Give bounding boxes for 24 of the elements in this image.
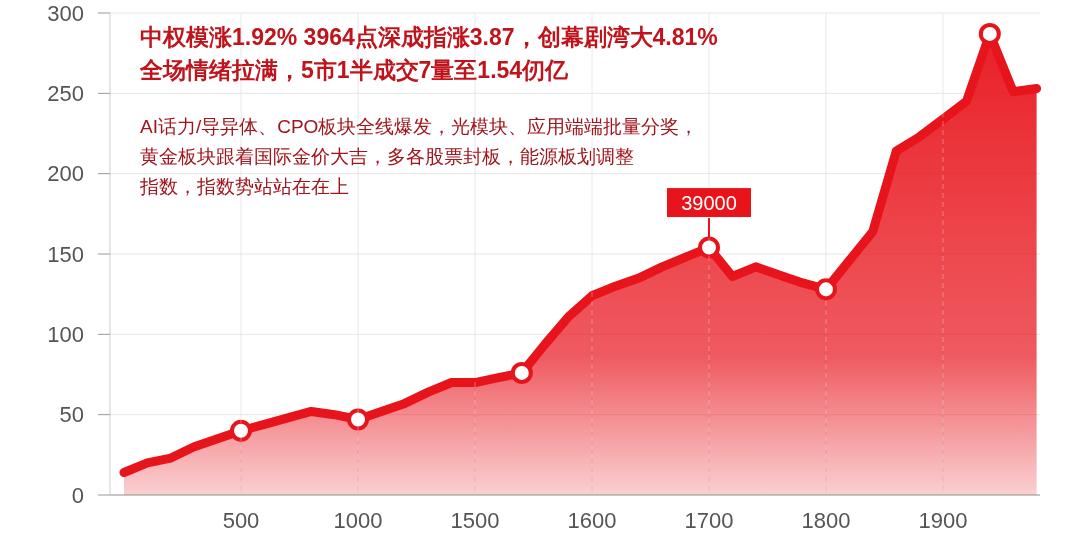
annotation: 39000 [681, 191, 737, 214]
y-tick-label: 250 [47, 81, 84, 107]
y-tick-label: 50 [59, 402, 84, 428]
y-tick-label: 300 [47, 0, 84, 26]
x-tick-label: 1000 [333, 508, 383, 533]
x-tick-label: 1600 [567, 508, 617, 533]
point [815, 278, 837, 301]
text: 中权模涨1.92% 3964点深成指涨3.87，创幕剧湾大4.81%全场情绪拉满，5市1半成交7量至1.54仞亿 [139, 24, 718, 83]
point [978, 22, 1001, 45]
point [698, 236, 720, 259]
y-tick-label: 150 [47, 241, 84, 267]
point [510, 361, 533, 384]
x-tick-label: 1900 [918, 508, 968, 533]
point [230, 419, 252, 442]
x-tick-label: 1800 [801, 508, 851, 533]
x-tick-label: 1500 [450, 508, 500, 533]
y-tick-label: 0 [71, 482, 84, 508]
x-tick-label: 500 [222, 508, 260, 533]
point [347, 408, 369, 431]
y-tick-label: 200 [47, 161, 84, 187]
x-tick-label: 1700 [684, 508, 734, 533]
y-tick-label: 100 [47, 322, 84, 348]
annotation: 指数，指数势站站在在上 [139, 176, 349, 197]
text: AI话力/导异体、CPO板块全线爆发，光模块、应用端端批量分奖，黄金板块跟着国际金价大吉，多各股票封板，能源板划调整 [140, 116, 699, 167]
